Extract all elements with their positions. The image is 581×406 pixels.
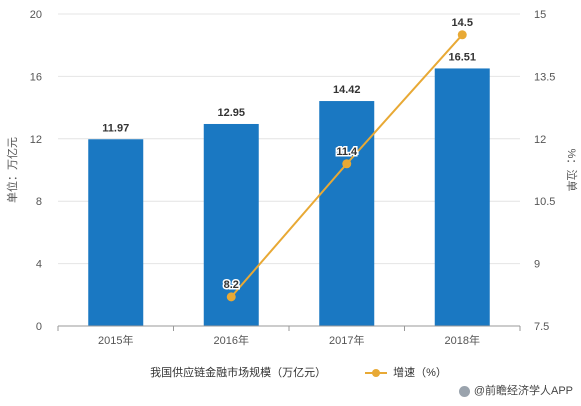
growth-value-label: 14.5 [452,17,473,29]
growth-value-label: 8.2 [224,279,239,291]
y-tick-label: 12 [30,134,42,146]
legend-line-label: 增速（%） [393,367,447,379]
source-text: @前瞻经济学人APP [473,385,573,397]
source-credit: @前瞻经济学人APP [458,382,573,398]
legend-bar-swatch-icon [134,368,144,378]
growth-point [226,292,236,302]
y-tick-label: 8 [36,196,42,208]
y-tick-label: 0 [36,321,42,333]
x-tick-label: 2015年 [98,333,133,347]
bar-value-label: 14.42 [333,84,361,96]
brand-logo-icon [458,385,470,397]
y-tick-label: 20 [30,9,42,21]
y2-tick-label: 7.5 [534,321,549,333]
legend-item-bar: 我国供应链金融市场规模（万亿元） [134,364,326,380]
y-tick-label: 16 [30,71,42,83]
y-axis-title: 单位：万亿元 [5,137,19,203]
y2-axis-title: %：泣单 [565,149,579,192]
legend: 我国供应链金融市场规模（万亿元） 增速（%） [0,364,581,380]
y-tick-label: 4 [36,259,42,271]
y2-tick-label: 9 [534,259,540,271]
growth-value-label: 11.4 [336,146,358,158]
x-tick-label: 2017年 [329,333,364,347]
legend-line-swatch-icon [365,368,388,378]
y2-tick-label: 13.5 [534,71,555,83]
x-tick-label: 2018年 [445,333,480,347]
y2-tick-label: 15 [534,9,546,21]
growth-point [342,159,352,169]
line-series [226,30,467,302]
bar [319,101,375,326]
x-tick-label: 2016年 [214,333,249,347]
bar-value-label: 12.95 [217,107,245,119]
axes: 0 4 8 12 16 20 7.5 9 10.5 12 13.5 15 2015年 2016年 2017年… [30,9,556,347]
data-labels: 11.97 12.95 14.42 16.51 8.2 11.4 14.5 [102,15,476,292]
bar-value-label: 16.51 [448,51,476,63]
bar [434,68,490,326]
bar [203,123,259,326]
growth-point [457,30,467,40]
legend-bar-label: 我国供应链金融市场规模（万亿元） [150,367,327,379]
legend-item-line: 增速（%） [365,364,447,380]
bar [88,139,144,326]
y2-tick-label: 12 [534,134,546,146]
bar-value-label: 11.97 [102,122,129,134]
y2-tick-label: 10.5 [534,196,555,208]
bar-series [88,68,490,326]
